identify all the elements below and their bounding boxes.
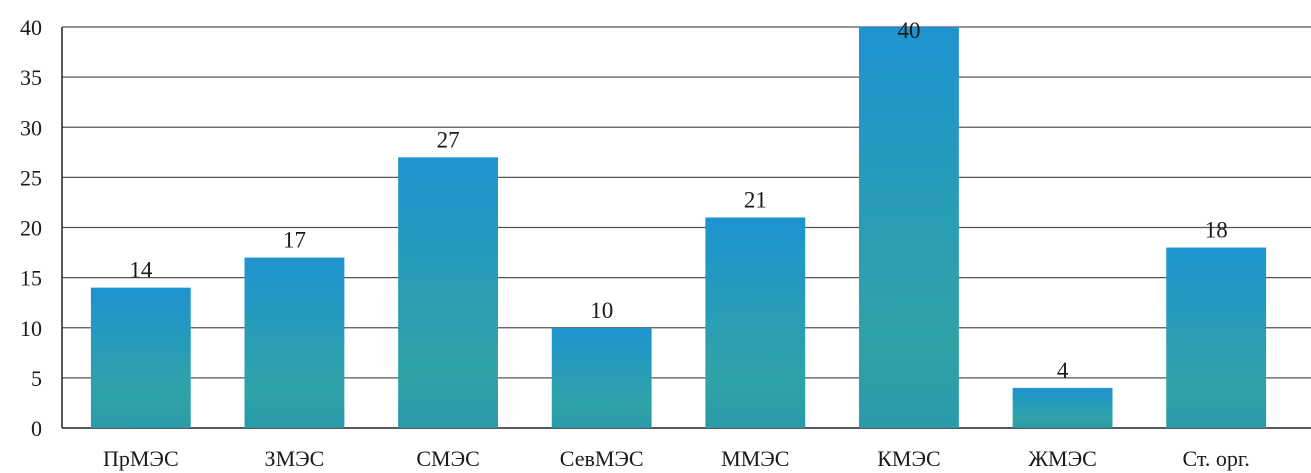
data-label-6: 40 <box>897 18 920 43</box>
y-tick-label-35: 35 <box>20 65 42 90</box>
data-label-3: 27 <box>437 127 460 152</box>
y-tick-label-25: 25 <box>20 165 42 190</box>
bar-5 <box>705 217 806 428</box>
x-category-label-2: ЗМЭС <box>265 446 325 471</box>
y-tick-label-40: 40 <box>20 15 42 40</box>
y-tick-label-20: 20 <box>20 216 42 241</box>
bar-7 <box>1012 387 1113 428</box>
data-label-1: 14 <box>129 258 153 283</box>
bar-4 <box>551 327 652 428</box>
y-tick-label-10: 10 <box>20 316 42 341</box>
data-label-5: 21 <box>744 187 767 212</box>
data-label-8: 18 <box>1205 218 1228 243</box>
bar-8 <box>1166 247 1267 428</box>
data-labels: 14 17 27 10 21 40 4 18 <box>129 18 1227 383</box>
data-label-7: 4 <box>1057 358 1069 383</box>
y-tick-label-15: 15 <box>20 266 42 291</box>
x-category-label-1: ПрМЭС <box>103 446 179 471</box>
bar-3 <box>398 157 498 428</box>
x-category-label-7: ЖМЭС <box>1028 446 1096 471</box>
x-category-label-3: СМЭС <box>416 446 479 471</box>
y-tick-label-30: 30 <box>20 115 42 140</box>
x-category-label-6: КМЭС <box>877 446 940 471</box>
x-axis-categories: ПрМЭС ЗМЭС СМЭС СевМЭС ММЭС КМЭС ЖМЭС Ст. орг. <box>103 446 1250 471</box>
data-label-2: 17 <box>283 228 306 253</box>
y-axis-ticks: 0 5 10 15 20 25 30 35 40 <box>20 15 42 441</box>
bars <box>90 27 1267 428</box>
bar-2 <box>244 257 345 428</box>
bar-6 <box>859 27 959 428</box>
x-category-label-4: СевМЭС <box>560 446 644 471</box>
x-category-label-8: Ст. орг. <box>1182 446 1249 471</box>
y-tick-label-5: 5 <box>31 366 42 391</box>
bar-1 <box>90 287 191 428</box>
x-category-label-5: ММЭС <box>721 446 789 471</box>
y-tick-label-0: 0 <box>31 416 42 441</box>
data-label-4: 10 <box>590 298 613 323</box>
